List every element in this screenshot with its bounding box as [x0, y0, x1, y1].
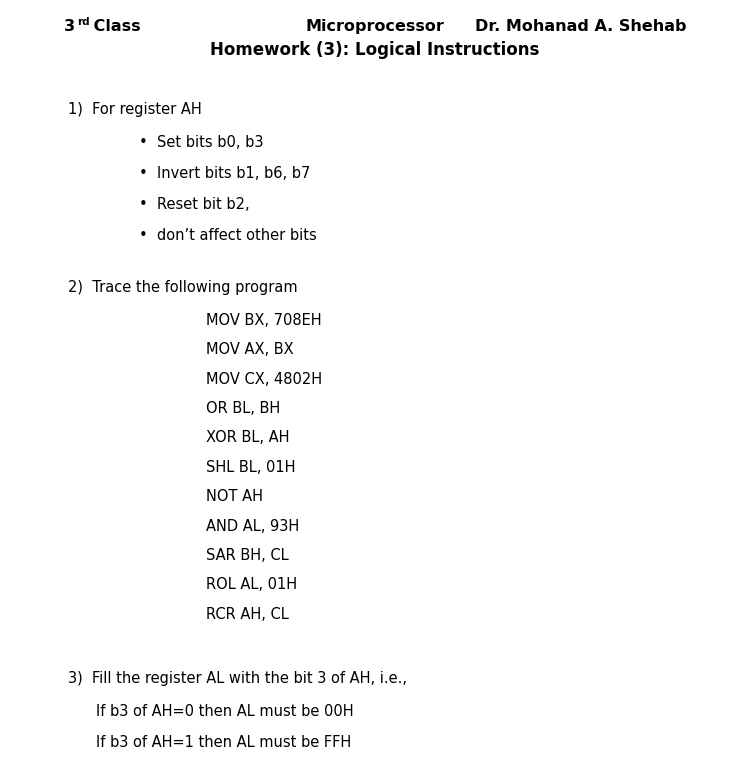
Text: Dr. Mohanad A. Shehab: Dr. Mohanad A. Shehab [475, 19, 686, 34]
Text: •  don’t affect other bits: • don’t affect other bits [139, 228, 316, 242]
Text: OR BL, BH: OR BL, BH [206, 401, 280, 416]
Text: If b3 of AH=0 then AL must be 00H: If b3 of AH=0 then AL must be 00H [96, 704, 354, 718]
Text: MOV AX, BX: MOV AX, BX [206, 342, 294, 357]
Text: SAR BH, CL: SAR BH, CL [206, 548, 289, 563]
Text: If b3 of AH=1 then AL must be FFH: If b3 of AH=1 then AL must be FFH [96, 735, 351, 749]
Text: •  Set bits b0, b3: • Set bits b0, b3 [139, 135, 263, 149]
Text: •  Invert bits b1, b6, b7: • Invert bits b1, b6, b7 [139, 166, 310, 180]
Text: Microprocessor: Microprocessor [305, 19, 445, 34]
Text: NOT AH: NOT AH [206, 489, 263, 504]
Text: rd: rd [77, 17, 90, 27]
Text: Class: Class [88, 19, 141, 34]
Text: XOR BL, AH: XOR BL, AH [206, 430, 290, 445]
Text: MOV CX, 4802H: MOV CX, 4802H [206, 372, 322, 386]
Text: 3: 3 [64, 19, 75, 34]
Text: RCR AH, CL: RCR AH, CL [206, 607, 289, 622]
Text: SHL BL, 01H: SHL BL, 01H [206, 460, 296, 474]
Text: Homework (3): Logical Instructions: Homework (3): Logical Instructions [210, 41, 540, 59]
Text: MOV BX, 708EH: MOV BX, 708EH [206, 313, 322, 327]
Text: •  Reset bit b2,: • Reset bit b2, [139, 197, 249, 211]
Text: 3)  Fill the register AL with the bit 3 of AH, i.e.,: 3) Fill the register AL with the bit 3 o… [68, 671, 407, 686]
Text: AND AL, 93H: AND AL, 93H [206, 519, 299, 533]
Text: ROL AL, 01H: ROL AL, 01H [206, 577, 297, 592]
Text: 1)  For register AH: 1) For register AH [68, 102, 201, 117]
Text: 2)  Trace the following program: 2) Trace the following program [68, 280, 297, 295]
